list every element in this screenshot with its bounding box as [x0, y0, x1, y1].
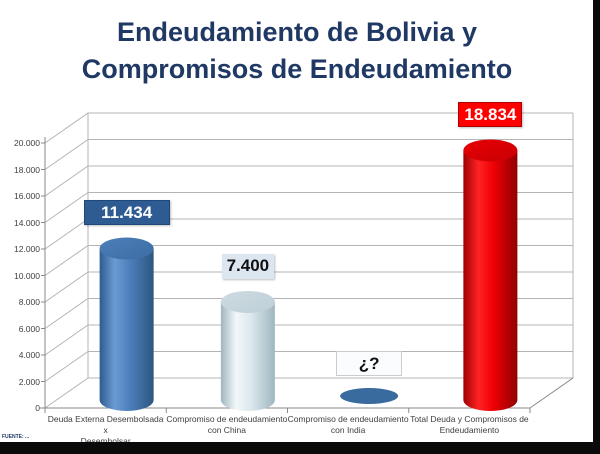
bar-0-body: [99, 248, 154, 411]
chart-title-line2: Compromisos de Endeudamiento: [81, 54, 513, 84]
source-note: FUENTE: ...: [2, 434, 30, 440]
bar-3-body: [463, 150, 518, 411]
bar-3-top: [463, 139, 518, 162]
bar-2-flat: [340, 388, 399, 404]
floor-right-edge: [529, 377, 574, 409]
bar-1-body: [220, 301, 275, 411]
right-black-band: [593, 0, 600, 454]
chart-title-line1: Endeudamiento de Bolivia y: [116, 17, 478, 47]
bar-1-top: [220, 290, 275, 313]
bar-0-top: [99, 237, 154, 260]
bottom-black-band: [0, 442, 600, 454]
chart-title: Endeudamiento de Bolivia y Compromisos d…: [0, 14, 594, 88]
gridline: [44, 112, 573, 144]
